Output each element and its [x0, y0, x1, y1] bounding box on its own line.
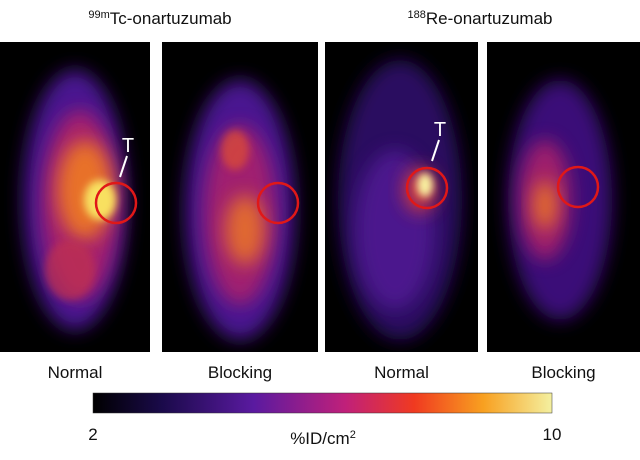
panel-label: Blocking — [208, 363, 272, 382]
unit-superscript: 2 — [350, 429, 356, 441]
isotope: 99m — [88, 9, 109, 21]
header: 99mTc-onartuzumab — [88, 9, 231, 28]
tumor-pointer — [431, 139, 440, 162]
tumor-circle — [94, 181, 138, 225]
panel-label: Blocking — [531, 363, 595, 382]
colorbar-label: %ID/cm2 — [290, 429, 356, 448]
panel-label: Normal — [374, 363, 429, 382]
uptake-region — [225, 195, 265, 265]
uptake-region — [533, 180, 557, 230]
scan-panel — [0, 42, 150, 352]
tumor-circle — [405, 166, 449, 210]
tumor-circle — [256, 181, 300, 225]
panel-label: Normal — [48, 363, 103, 382]
scan-panel — [162, 42, 318, 352]
colorbar-min: 2 — [88, 425, 97, 444]
header-name: Re-onartuzumab — [426, 9, 553, 28]
isotope: 188 — [408, 9, 426, 21]
tumor-circle — [556, 165, 600, 209]
uptake-region — [45, 240, 95, 300]
uptake-region — [84, 180, 116, 220]
colorbar — [92, 392, 553, 414]
unit: %ID/cm — [290, 429, 350, 448]
tumor-label: T — [434, 119, 446, 141]
uptake-region — [221, 130, 249, 170]
panels: T Normal Blocking T Normal Blocking — [0, 42, 640, 382]
tumor-pointer — [119, 155, 128, 178]
scan-panel — [487, 42, 640, 352]
colorbar-max: 10 — [543, 425, 562, 444]
header-name: Tc-onartuzumab — [110, 9, 232, 28]
uptake-region — [417, 173, 433, 197]
tumor-label: T — [122, 135, 134, 157]
header: 188Re-onartuzumab — [408, 9, 553, 28]
scan-panel — [325, 42, 478, 352]
